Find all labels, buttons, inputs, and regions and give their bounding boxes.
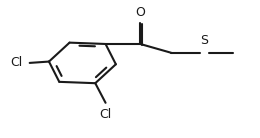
- Text: S: S: [201, 34, 209, 47]
- Text: O: O: [135, 6, 145, 19]
- Text: Cl: Cl: [10, 56, 22, 69]
- Text: Cl: Cl: [99, 108, 112, 120]
